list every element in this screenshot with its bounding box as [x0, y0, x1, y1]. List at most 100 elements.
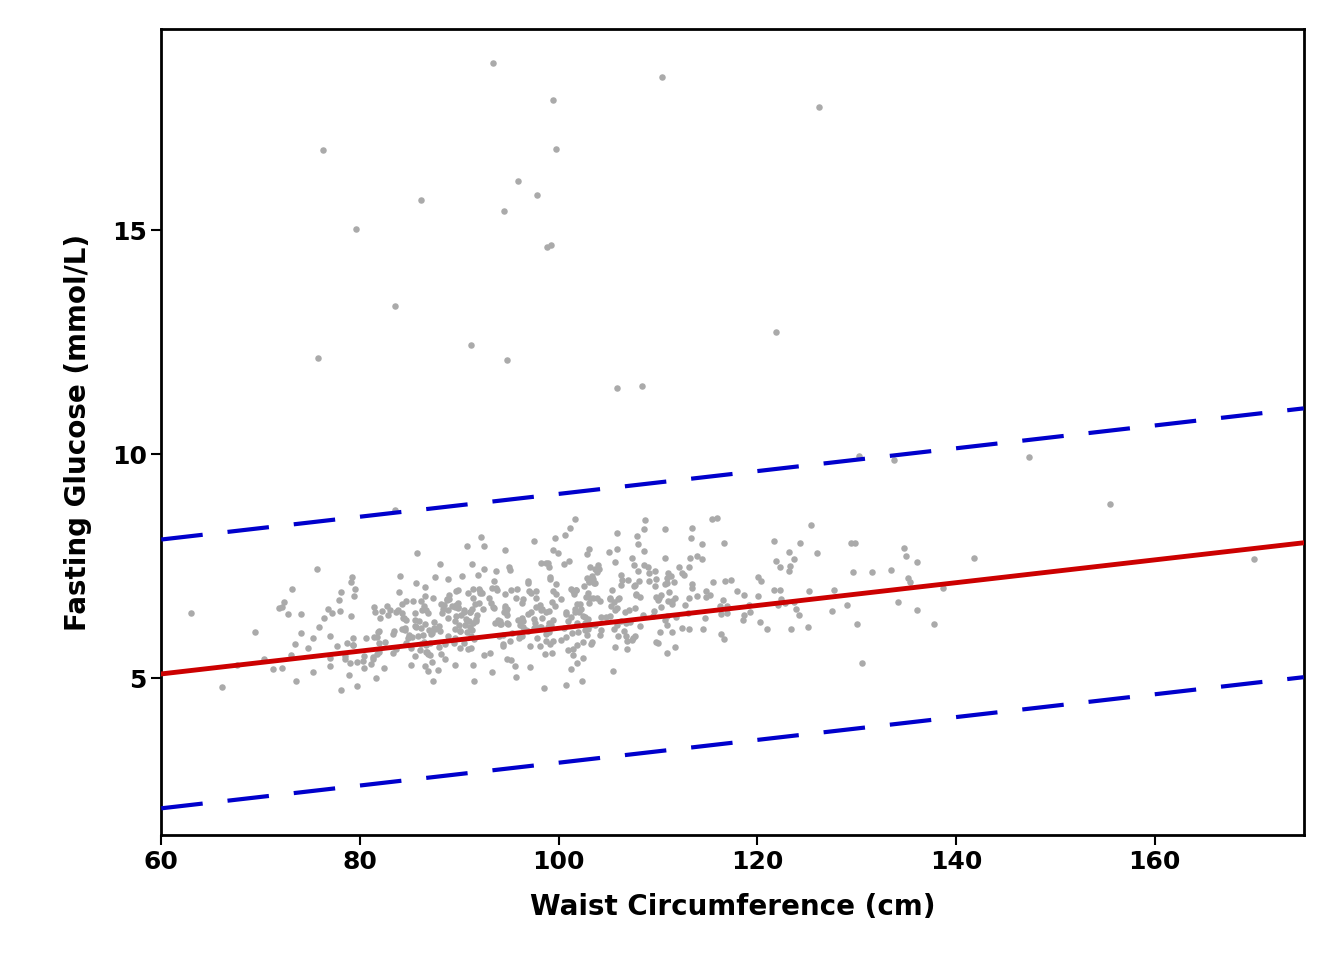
Point — [610, 567, 632, 583]
Point — [487, 612, 508, 628]
Point — [444, 658, 465, 673]
Point — [1243, 551, 1265, 566]
Point — [448, 583, 469, 598]
Point — [302, 630, 324, 645]
Point — [559, 520, 581, 536]
Point — [687, 548, 708, 564]
Point — [499, 559, 520, 574]
Point — [331, 683, 352, 698]
Point — [302, 664, 324, 680]
Point — [405, 618, 426, 634]
Point — [527, 620, 548, 636]
Point — [612, 572, 633, 588]
Point — [409, 612, 430, 628]
Point — [603, 554, 625, 569]
Point — [788, 608, 809, 623]
Point — [763, 583, 785, 598]
Point — [657, 593, 679, 609]
Point — [418, 622, 439, 637]
Point — [423, 590, 445, 606]
Point — [606, 600, 628, 615]
Point — [449, 617, 470, 633]
Point — [485, 564, 507, 579]
Point — [309, 619, 331, 635]
Point — [481, 664, 503, 680]
Point — [578, 541, 599, 557]
Point — [462, 658, 484, 673]
Point — [414, 616, 435, 632]
Point — [747, 588, 769, 604]
Point — [656, 608, 677, 623]
Point — [363, 629, 384, 644]
Point — [555, 630, 577, 645]
Point — [395, 622, 417, 637]
Point — [496, 652, 517, 667]
Point — [312, 143, 333, 158]
Point — [493, 604, 515, 619]
Point — [605, 638, 626, 654]
Point — [485, 580, 507, 595]
Point — [331, 585, 352, 600]
Point — [465, 597, 487, 612]
Point — [462, 615, 484, 631]
Point — [512, 619, 534, 635]
Point — [496, 615, 517, 631]
Point — [578, 612, 599, 627]
Point — [618, 572, 640, 588]
Point — [492, 638, 513, 654]
Point — [449, 623, 470, 638]
Point — [520, 586, 542, 601]
Point — [464, 674, 485, 689]
Point — [243, 624, 265, 639]
Point — [430, 647, 452, 662]
Point — [661, 593, 683, 609]
Point — [624, 579, 645, 594]
Point — [411, 627, 433, 642]
Point — [655, 576, 676, 591]
Point — [370, 611, 391, 626]
Point — [368, 644, 390, 660]
Point — [461, 629, 482, 644]
Point — [403, 593, 425, 609]
Point — [616, 634, 637, 649]
Point — [395, 635, 417, 650]
Point — [677, 590, 699, 606]
Point — [465, 613, 487, 629]
Point — [887, 594, 909, 610]
Point — [672, 620, 694, 636]
Point — [508, 173, 530, 188]
Point — [517, 623, 539, 638]
Point — [538, 560, 559, 575]
Point — [625, 586, 646, 601]
Point — [535, 646, 556, 661]
Point — [461, 556, 482, 571]
Point — [554, 527, 575, 542]
Point — [582, 572, 603, 588]
Point — [650, 69, 672, 84]
Point — [656, 575, 677, 590]
Point — [519, 584, 540, 599]
Point — [577, 586, 598, 601]
Point — [883, 452, 905, 468]
Point — [437, 628, 458, 643]
Point — [626, 529, 648, 544]
Point — [700, 512, 722, 527]
Point — [649, 624, 671, 639]
Point — [425, 621, 446, 636]
Point — [496, 352, 517, 368]
Point — [460, 605, 481, 620]
Point — [401, 640, 422, 656]
Point — [630, 618, 652, 634]
Point — [567, 596, 589, 612]
Point — [650, 599, 672, 614]
Point — [655, 521, 676, 537]
Point — [423, 620, 445, 636]
Point — [599, 591, 621, 607]
Point — [661, 596, 683, 612]
Point — [574, 623, 595, 638]
Point — [544, 598, 566, 613]
Point — [527, 631, 548, 646]
Point — [637, 560, 659, 575]
Point — [390, 568, 411, 584]
Point — [645, 634, 667, 649]
